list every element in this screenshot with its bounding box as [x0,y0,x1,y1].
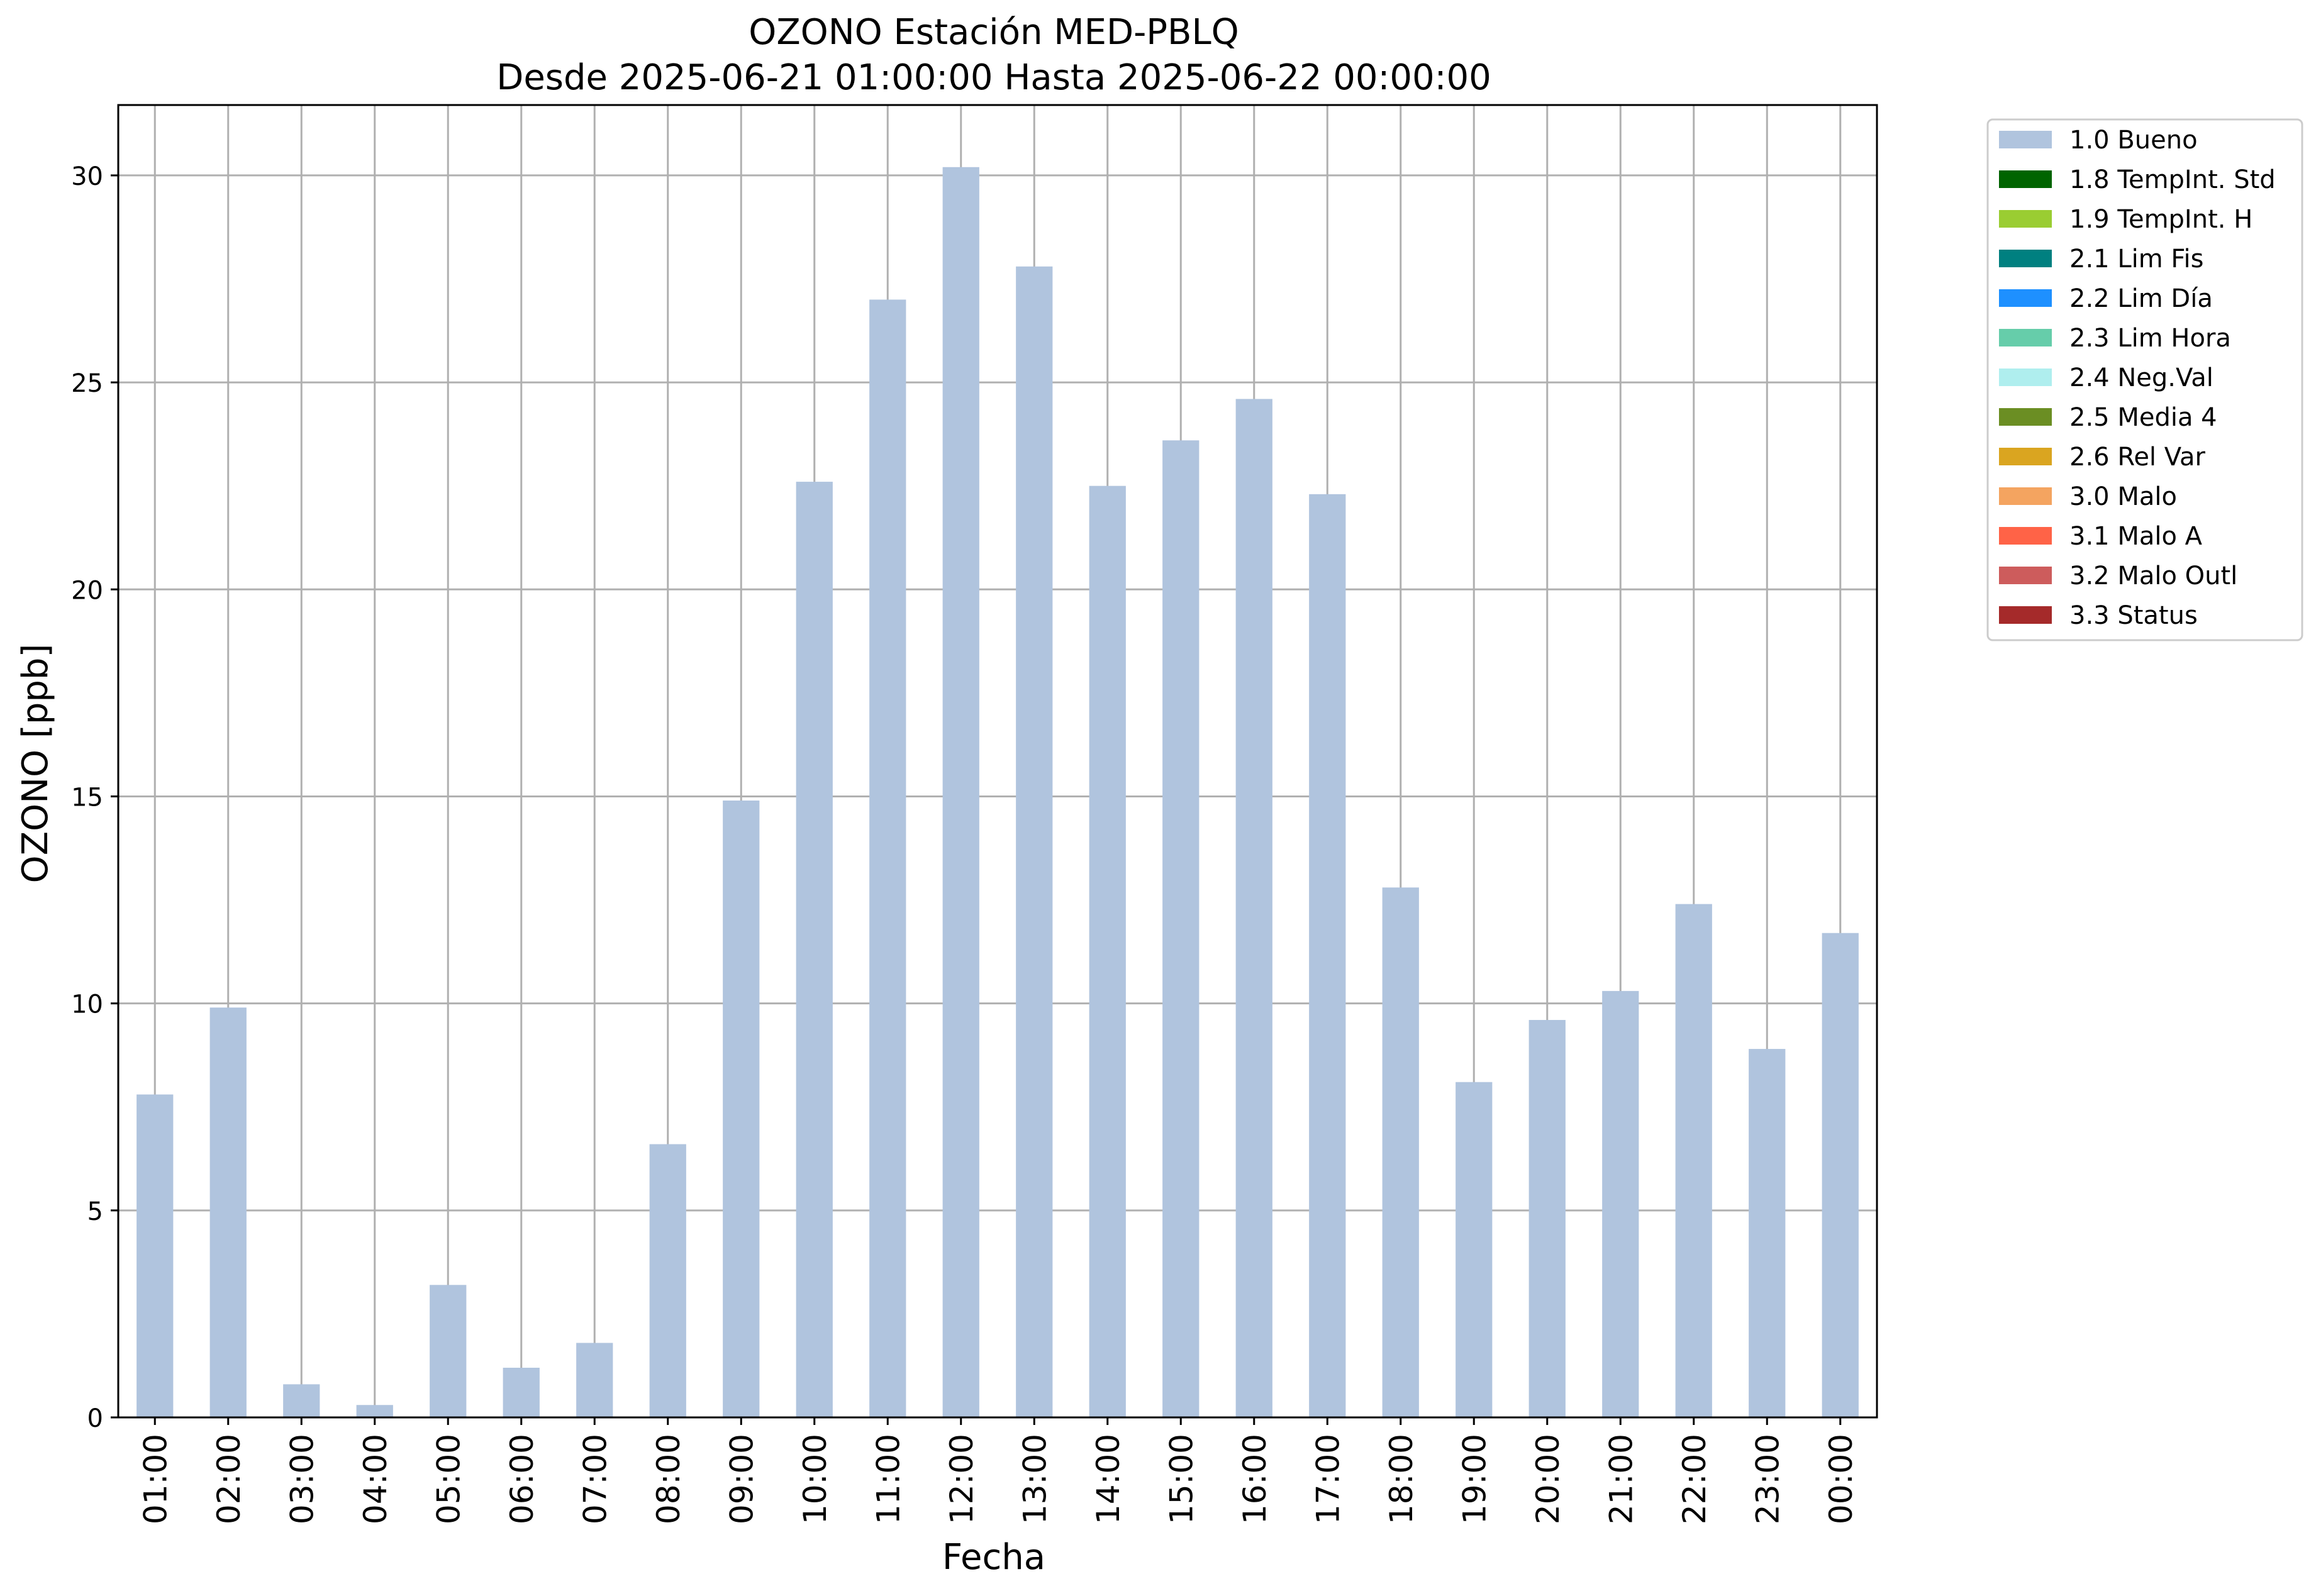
chart-subtitle: Desde 2025-06-21 01:00:00 Hasta 2025-06-… [496,57,1491,98]
bar-2300 [1749,1049,1786,1417]
legend-label: 2.6 Rel Var [2069,443,2206,472]
bar-1900 [1456,1082,1493,1417]
bar-0900 [723,801,760,1417]
x-tick-label: 07:00 [577,1434,613,1524]
bar-0600 [503,1367,540,1417]
x-tick-label: 23:00 [1749,1434,1786,1524]
x-tick-label: 22:00 [1676,1434,1713,1524]
bar-1100 [869,299,906,1418]
x-tick-label: 13:00 [1016,1434,1053,1524]
bar-1800 [1382,887,1419,1417]
bar-1000 [796,482,833,1418]
legend: 1.0 Bueno 1.8 TempInt. Std 1.9 TempInt. H 2… [1986,118,2303,641]
x-tick-label: 14:00 [1090,1434,1127,1524]
legend-swatch [1999,250,2052,267]
legend-swatch [1999,567,2052,584]
x-tick-label: 04:00 [357,1434,394,1524]
x-tick-label: 03:00 [284,1434,320,1524]
x-tick-label: 21:00 [1603,1434,1639,1524]
legend-label: 3.3 Status [2069,601,2198,630]
bar-0200 [209,1007,247,1417]
legend-label: 1.9 TempInt. H [2069,205,2252,234]
x-tick-label: 18:00 [1383,1434,1420,1524]
y-tick-label: 30 [71,162,103,191]
x-tick-label: 20:00 [1530,1434,1566,1524]
bar-0700 [576,1343,613,1417]
legend-label: 1.0 Bueno [2069,126,2198,155]
y-tick-label: 15 [71,783,103,812]
bar-2100 [1602,990,1639,1417]
legend-swatch [1999,131,2052,148]
bar-0400 [356,1405,393,1417]
bars [136,167,1859,1418]
bar-0800 [649,1144,686,1417]
legend-label: 2.3 Lim Hora [2069,324,2231,353]
bar-0100 [136,1094,174,1417]
x-tick-label: 06:00 [504,1434,540,1524]
bar-0300 [283,1384,320,1417]
bar-0000 [1822,933,1859,1417]
bar-1500 [1162,440,1200,1418]
legend-label: 2.2 Lim Día [2069,284,2213,313]
plot-frame [117,104,1878,1419]
x-tick-label: 16:00 [1237,1434,1273,1524]
bar-0500 [430,1285,467,1417]
x-tick-label: 09:00 [723,1434,760,1524]
bar-2000 [1528,1019,1566,1417]
legend-swatch [1999,170,2052,188]
chart-title: OZONO Estación MED-PBLQ [749,12,1239,53]
legend-label: 2.4 Neg.Val [2069,363,2213,392]
bar-1200 [942,167,979,1418]
y-axis-label: OZONO [ppb] [15,644,56,884]
legend-swatch [1999,369,2052,386]
x-tick-label: 19:00 [1456,1434,1493,1524]
legend-swatch [1999,527,2052,545]
y-tick-label: 5 [87,1197,103,1226]
y-tick-label: 25 [71,369,103,398]
x-axis-label: Fecha [942,1537,1045,1578]
bar-2200 [1675,904,1712,1417]
bar-1600 [1235,399,1272,1417]
legend-swatch [1999,606,2052,624]
bar-1700 [1309,494,1346,1417]
x-tick-label: 08:00 [650,1434,687,1524]
legend-label: 3.1 Malo A [2069,522,2203,551]
x-tick-label: 17:00 [1310,1434,1346,1524]
legend-box [1986,118,2303,641]
x-tick-label: 15:00 [1163,1434,1200,1524]
x-tick-label: 11:00 [870,1434,906,1524]
y-tick-label: 10 [71,990,103,1019]
x-tick-label: 10:00 [797,1434,833,1524]
x-tick-label: 01:00 [137,1434,174,1524]
legend-swatch [1999,329,2052,346]
axes: 0 5 10 15 20 25 30 01:00 02:00 03:00 04:00 05:00 06:… [71,104,1878,1524]
legend-label: 2.1 Lim Fis [2069,245,2203,274]
legend-swatch [1999,408,2052,426]
legend-label: 2.5 Media 4 [2069,403,2217,432]
legend-swatch [1999,289,2052,307]
x-tick-label: 05:00 [430,1434,467,1524]
y-tick-label: 20 [71,576,103,605]
bar-1400 [1089,485,1126,1417]
legend-swatch [1999,487,2052,505]
legend-label: 1.8 TempInt. Std [2069,165,2276,194]
legend-swatch [1999,448,2052,465]
legend-label: 3.2 Malo Outl [2069,562,2237,590]
legend-label: 3.0 Malo [2069,482,2177,511]
legend-swatch [1999,210,2052,228]
x-tick-label: 12:00 [944,1434,980,1524]
x-tick-label: 00:00 [1823,1434,1859,1524]
bar-1300 [1016,266,1053,1417]
x-tick-label: 02:00 [211,1434,247,1524]
y-tick-label: 0 [87,1404,103,1433]
